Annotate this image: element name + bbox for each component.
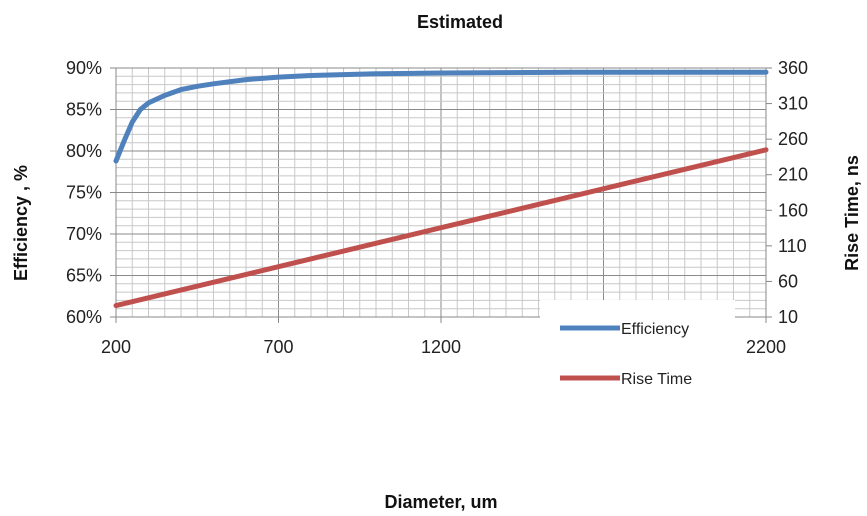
y-left-tick-label: 65%: [66, 266, 102, 286]
y-left-tick-label: 85%: [66, 100, 102, 120]
y-left-axis-label: Efficiency , %: [11, 165, 31, 281]
x-tick-label: 2200: [746, 337, 786, 357]
y-right-tick-label: 260: [778, 129, 808, 149]
y-right-tick-label: 60: [778, 271, 798, 291]
x-tick-label: 1200: [421, 337, 461, 357]
chart-title: Estimated: [417, 12, 503, 32]
tick-labels: 20070012001700220060%65%70%75%80%85%90%1…: [66, 58, 808, 357]
legend-label-rise-time: Rise Time: [621, 371, 692, 388]
y-left-tick-label: 80%: [66, 141, 102, 161]
grid: [116, 68, 766, 317]
x-axis-label: Diameter, um: [384, 492, 497, 512]
y-right-axis-label: Rise Time, ns: [842, 155, 862, 271]
y-left-tick-label: 90%: [66, 58, 102, 78]
y-left-tick-label: 75%: [66, 183, 102, 203]
y-right-tick-label: 160: [778, 200, 808, 220]
legend-label-efficiency: Efficiency: [621, 321, 689, 338]
legend: Efficiency Rise Time: [540, 300, 735, 405]
y-right-tick-label: 310: [778, 94, 808, 114]
y-right-tick-label: 110: [778, 236, 807, 256]
y-left-tick-label: 60%: [66, 307, 102, 327]
series-layer: [113, 69, 769, 309]
legend-box: [540, 300, 735, 405]
y-right-tick-label: 210: [778, 165, 808, 185]
y-right-tick-label: 10: [778, 307, 798, 327]
series-line-rise-time: [113, 147, 769, 309]
series-line-efficiency: [113, 69, 769, 164]
y-right-tick-label: 360: [778, 58, 808, 78]
y-left-tick-label: 70%: [66, 224, 102, 244]
x-tick-label: 700: [263, 337, 293, 357]
x-tick-label: 200: [101, 337, 131, 357]
